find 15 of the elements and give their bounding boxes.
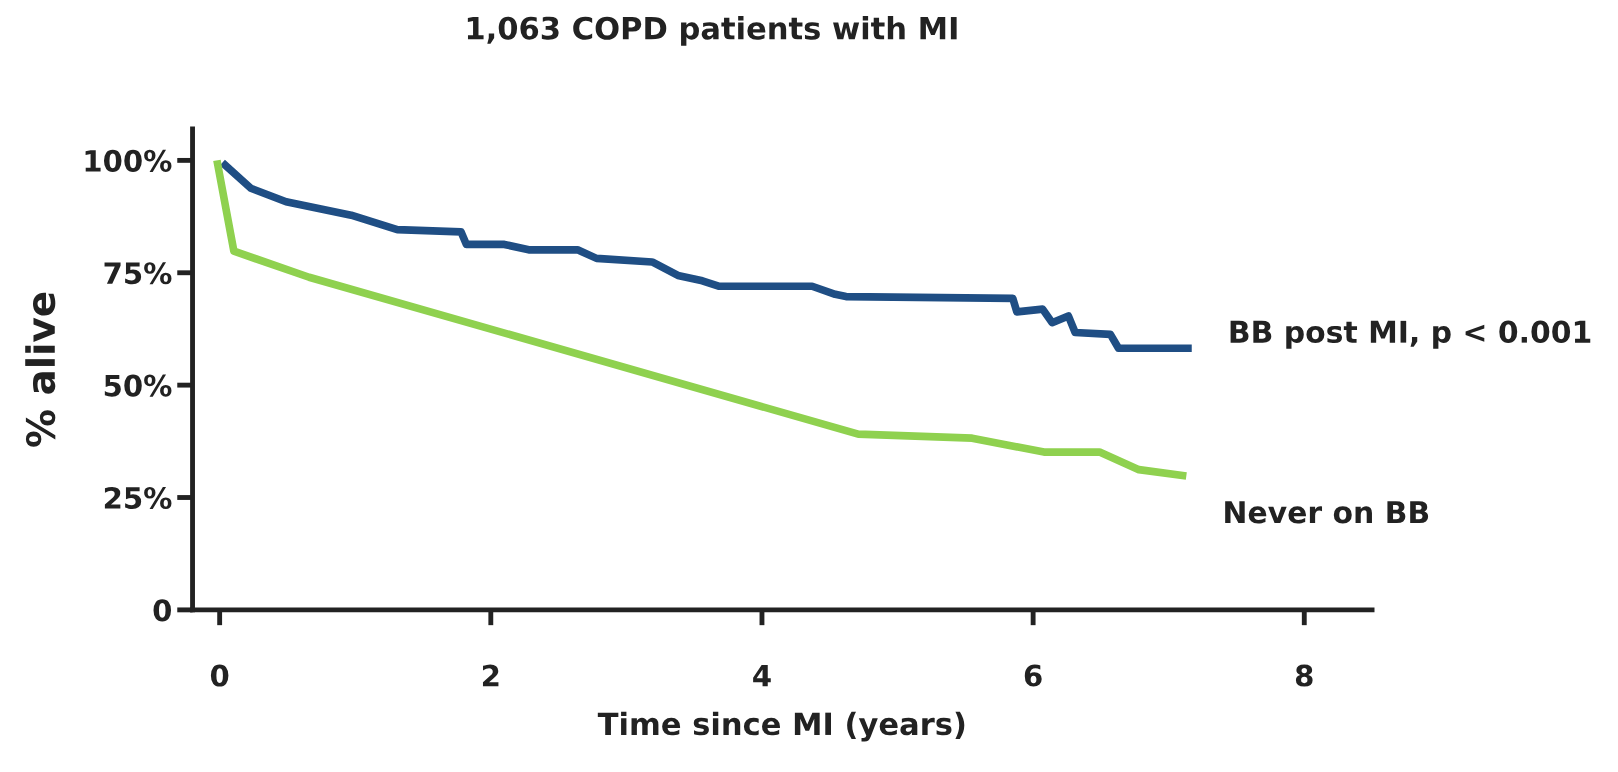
x-tick-label: 4 bbox=[753, 664, 771, 687]
y-tick-label: 0 bbox=[153, 599, 172, 622]
y-axis-title: % alive bbox=[25, 292, 56, 447]
y-tick-label: 75% bbox=[104, 262, 172, 285]
x-tick-label: 0 bbox=[210, 664, 229, 687]
y-tick-label: 25% bbox=[104, 486, 172, 509]
y-tick-label: 50% bbox=[104, 374, 172, 397]
chart-title: 1,063 COPD patients with MI bbox=[467, 16, 957, 46]
x-tick-label: 8 bbox=[1295, 664, 1313, 687]
series-label: Never on BB bbox=[1225, 501, 1429, 524]
series-label: BB post MI, p < 0.001 bbox=[1230, 320, 1591, 349]
x-tick-label: 6 bbox=[1024, 664, 1042, 687]
y-tick-label: 100% bbox=[85, 149, 172, 172]
x-tick-label: 2 bbox=[482, 664, 499, 687]
x-axis-title: Time since MI (years) bbox=[597, 711, 965, 742]
